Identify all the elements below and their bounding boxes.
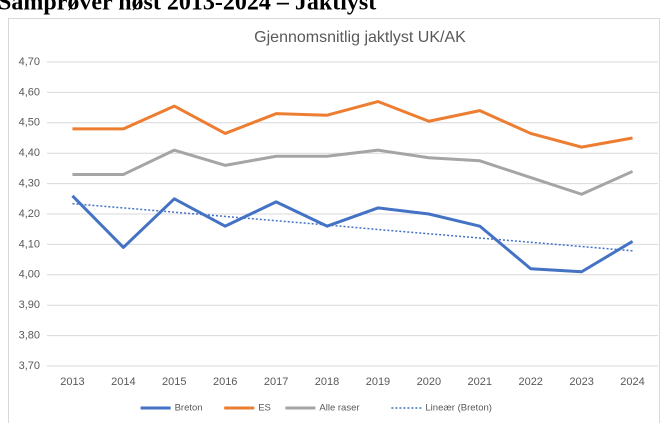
page-header: Samprøver høst 2013-2024 – Jaktlyst [0,0,376,16]
x-tick-label: 2020 [417,376,441,388]
y-tick-label: 4,30 [19,178,40,190]
chart-title: Gjennomsnitlig jaktlyst UK/AK [254,29,466,46]
x-tick-label: 2024 [620,376,644,388]
legend-label: Breton [175,403,203,414]
series-line [72,148,634,196]
chart-frame [8,18,660,423]
x-tick-label: 2014 [111,376,135,388]
y-tick-label: 4,20 [19,208,40,220]
x-tick-label: 2018 [315,376,339,388]
series-line [71,194,634,274]
y-tick-label: 4,70 [19,56,40,68]
y-tick-label: 4,40 [19,147,40,159]
x-tick-label: 2019 [366,376,390,388]
x-tick-label: 2015 [162,376,186,388]
x-tick-label: 2022 [518,376,542,388]
legend-label: Alle raser [319,403,359,414]
y-tick-label: 4,60 [19,86,40,98]
x-tick-label: 2017 [264,376,288,388]
x-tick-label: 2013 [60,376,84,388]
y-tick-label: 3,80 [19,330,40,342]
legend-label: ES [258,403,271,414]
y-tick-label: 3,90 [19,299,40,311]
trend-line [72,202,633,252]
series-line [72,100,633,149]
x-tick-label: 2021 [468,376,492,388]
y-tick-label: 4,00 [19,269,40,281]
y-tick-label: 3,70 [19,360,40,372]
y-tick-label: 4,50 [19,117,40,129]
x-tick-label: 2023 [569,376,593,388]
y-tick-label: 4,10 [19,238,40,250]
x-tick-label: 2016 [213,376,237,388]
legend-label: Lineær (Breton) [425,403,492,414]
